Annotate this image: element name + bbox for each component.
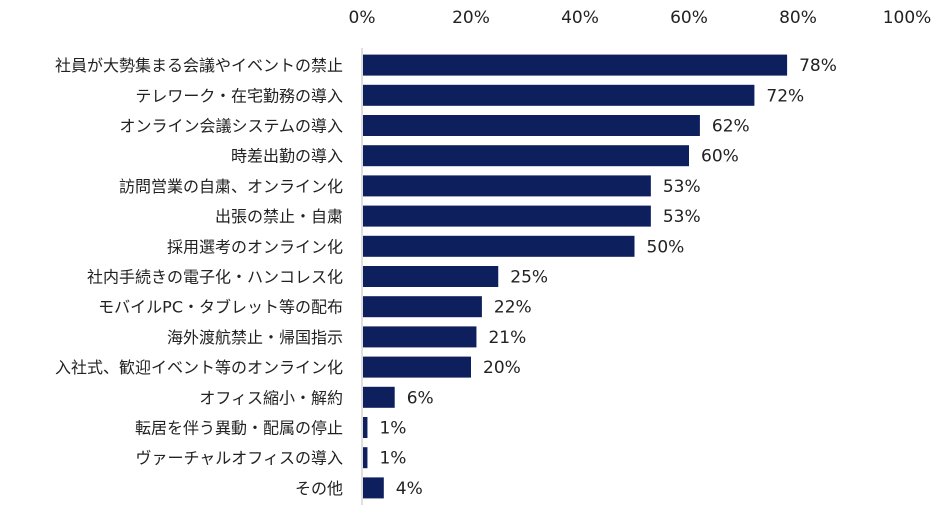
x-axis-ticks: 0% 20% 40% 60% 80% 100% (349, 8, 932, 28)
bar (363, 326, 477, 348)
category-label: 社員が大勢集まる会議やイベントの禁止 (55, 56, 343, 75)
category-label: 転居を伴う異動・配属の停止 (135, 419, 343, 438)
x-tick-label: 20% (452, 8, 490, 28)
category-label: オンライン会議システムの導入 (119, 117, 343, 136)
category-label: 訪問営業の自粛、オンライン化 (119, 177, 343, 196)
value-label: 60% (701, 147, 739, 167)
bar (363, 84, 755, 106)
category-label: オフィス縮小・解約 (199, 388, 343, 407)
category-label: 社内手続きの電子化・ハンコレス化 (87, 268, 343, 287)
value-label: 22% (494, 298, 532, 318)
category-label: その他 (295, 479, 343, 498)
category-label: ヴァーチャルオフィスの導入 (135, 449, 343, 468)
category-label: 海外渡航禁止・帰国指示 (167, 328, 343, 347)
bar (363, 266, 499, 287)
value-label: 25% (510, 268, 548, 288)
x-tick-label: 0% (349, 8, 376, 28)
bar (363, 235, 635, 257)
category-label: 採用選考のオンライン化 (167, 237, 343, 256)
bar (363, 356, 471, 378)
value-label: 6% (407, 388, 434, 408)
bar (363, 175, 651, 197)
bars (363, 54, 788, 499)
value-label: 1% (379, 419, 406, 439)
bar (363, 54, 788, 76)
value-labels: 78%72%62%60%53%53%50%25%22%21%20%6%1%1%4… (379, 56, 836, 499)
bar (363, 115, 700, 136)
category-label: 出張の禁止・自粛 (215, 207, 343, 226)
bar (363, 417, 368, 438)
x-tick-label: 60% (670, 8, 708, 28)
value-label: 20% (483, 358, 521, 378)
value-label: 50% (647, 237, 685, 257)
value-label: 1% (379, 449, 406, 469)
bar (363, 386, 395, 408)
bar (363, 205, 651, 227)
bar (363, 447, 368, 469)
value-label: 53% (663, 177, 701, 197)
category-label: モバイルPC・タブレット等の配布 (98, 298, 343, 317)
bar (363, 296, 482, 318)
bar (363, 145, 689, 167)
x-tick-label: 100% (883, 8, 932, 28)
category-label: 時差出勤の導入 (231, 147, 343, 166)
value-label: 62% (712, 117, 750, 137)
x-tick-label: 80% (779, 8, 817, 28)
value-label: 4% (396, 479, 423, 499)
value-label: 72% (766, 86, 804, 106)
category-labels: 社員が大勢集まる会議やイベントの禁止テレワーク・在宅勤務の導入オンライン会議シス… (55, 56, 343, 498)
category-label: テレワーク・在宅勤務の導入 (135, 86, 343, 105)
value-label: 53% (663, 207, 701, 227)
bar (363, 477, 384, 499)
value-label: 21% (488, 328, 526, 348)
value-label: 78% (799, 56, 837, 76)
category-label: 入社式、歓迎イベント等のオンライン化 (55, 358, 343, 377)
x-tick-label: 40% (561, 8, 599, 28)
